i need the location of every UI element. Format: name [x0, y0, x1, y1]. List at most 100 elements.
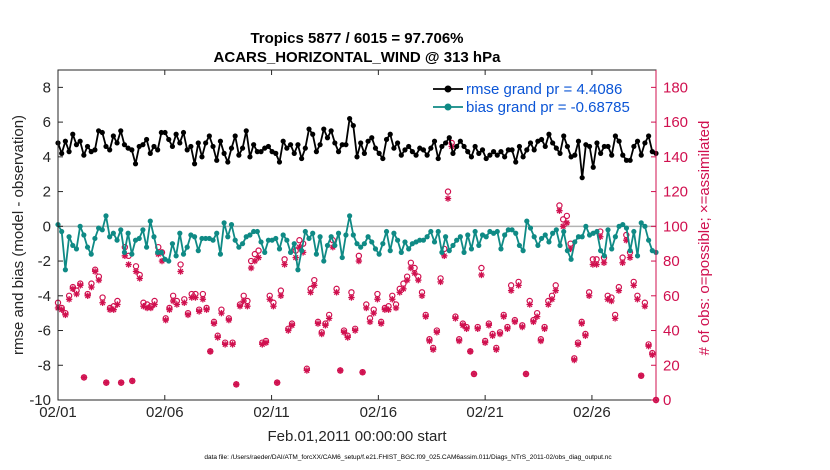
bias-point — [369, 239, 375, 245]
obs-assimilated-point — [288, 322, 296, 329]
obs-assimilated-point — [233, 381, 240, 388]
obs-assimilated-stroke — [185, 312, 191, 318]
obs-assimilated-stroke — [530, 319, 537, 325]
obs-assimilated-stroke — [389, 296, 396, 303]
bias-point — [387, 248, 393, 254]
bias-point — [395, 237, 401, 243]
obs-assimilated-point — [600, 259, 608, 266]
legend: rmse grand pr = 4.4086 bias grand pr = -… — [433, 81, 630, 116]
obs-assimilated-stroke — [359, 369, 366, 375]
obs-assimilated-stroke — [66, 296, 72, 303]
obs-assimilated-point — [225, 316, 233, 324]
bias-point — [531, 234, 537, 240]
obs-assimilated-point — [229, 341, 236, 348]
obs-assimilated-stroke — [552, 287, 559, 294]
rmse-point — [387, 131, 393, 137]
rmse-point — [546, 131, 552, 137]
bias-point — [398, 249, 404, 255]
obs-assimilated-point — [422, 313, 429, 320]
obs-assimilated-stroke — [289, 322, 295, 329]
obs-assimilated-point — [337, 367, 344, 374]
obs-assimilated-stroke — [619, 260, 626, 266]
obs-assimilated-point — [444, 195, 452, 202]
obs-assimilated-point — [470, 370, 478, 378]
obs-possible-point — [563, 212, 571, 220]
obs-assimilated-stroke — [538, 338, 544, 344]
obs-assimilated-point — [533, 313, 541, 320]
obs-assimilated-stroke — [96, 277, 102, 283]
rmse-point — [210, 143, 216, 150]
rmse-point — [383, 136, 390, 143]
y2-tick-label: 140 — [663, 149, 688, 166]
obs-assimilated-stroke — [263, 339, 269, 346]
rmse-point — [258, 149, 264, 155]
rmse-point — [428, 145, 434, 151]
obs-assimilated-stroke — [140, 303, 147, 309]
bias-point — [295, 267, 301, 273]
rmse-point — [575, 138, 582, 144]
obs-assimilated-stroke — [500, 313, 507, 320]
obs-assimilated-stroke — [73, 291, 80, 297]
rmse-point — [561, 133, 567, 139]
obs-assimilated-point — [125, 261, 132, 268]
obs-assimilated-stroke — [244, 303, 251, 309]
bias-point — [509, 227, 515, 233]
obs-possible-point — [251, 250, 259, 258]
obs-assimilated-point — [99, 299, 106, 306]
bias-point — [280, 232, 286, 238]
rmse-point — [121, 142, 128, 148]
obs-assimilated-point — [637, 372, 645, 379]
obs-assimilated-point — [611, 315, 619, 322]
bias-point — [446, 248, 452, 254]
bias-point — [73, 246, 80, 252]
bias-point — [99, 227, 105, 233]
bias-point — [324, 242, 331, 249]
rmse-point — [114, 140, 120, 146]
obs-assimilated-stroke — [192, 294, 199, 301]
rmse-point — [169, 143, 176, 150]
legend-bias-label: bias grand pr = -0.68785 — [466, 99, 630, 116]
obs-possible-point — [177, 261, 184, 268]
bias-point — [84, 244, 91, 250]
y-tick-label: -4 — [38, 288, 51, 305]
rmse-point — [166, 136, 172, 143]
rmse-point — [339, 142, 345, 148]
obs-assimilated-stroke — [341, 329, 347, 336]
bias-point — [502, 232, 508, 238]
bias-point — [631, 228, 637, 235]
rmse-point — [502, 154, 508, 160]
bias-point — [236, 244, 242, 250]
rmse-point — [395, 140, 401, 146]
bias-point — [247, 232, 253, 238]
obs-assimilated-point — [73, 290, 80, 298]
obs-assimilated-point — [344, 334, 351, 341]
rmse-point — [313, 149, 319, 155]
obs-assimilated-point — [366, 318, 374, 326]
obs-assimilated-stroke — [266, 296, 273, 303]
rmse-point — [276, 159, 283, 165]
obs-assimilated-point — [199, 296, 207, 303]
obs-assimilated-stroke — [356, 258, 362, 264]
rmse-point — [203, 140, 209, 146]
rmse-point — [225, 159, 231, 165]
obs-assimilated-point — [418, 292, 426, 299]
obs-assimilated-point — [151, 301, 158, 308]
rmse-point — [527, 140, 534, 146]
bias-point — [513, 230, 519, 236]
obs-assimilated-stroke — [304, 367, 310, 374]
obs-assimilated-stroke — [315, 320, 321, 327]
rmse-point — [598, 150, 604, 156]
bias-point — [620, 221, 626, 228]
bias-point — [457, 234, 463, 240]
y-tick-label: 2 — [43, 184, 51, 201]
obs-assimilated-point — [548, 296, 556, 303]
obs-assimilated-stroke — [434, 329, 440, 336]
obs-assimilated-point — [619, 259, 626, 266]
obs-assimilated-stroke — [196, 308, 202, 315]
rmse-point — [520, 154, 526, 160]
obs-assimilated-stroke — [445, 195, 451, 202]
rmse-point — [369, 135, 375, 141]
rmse-point — [232, 133, 238, 139]
bias-point — [125, 230, 131, 236]
rmse-point — [450, 150, 456, 156]
